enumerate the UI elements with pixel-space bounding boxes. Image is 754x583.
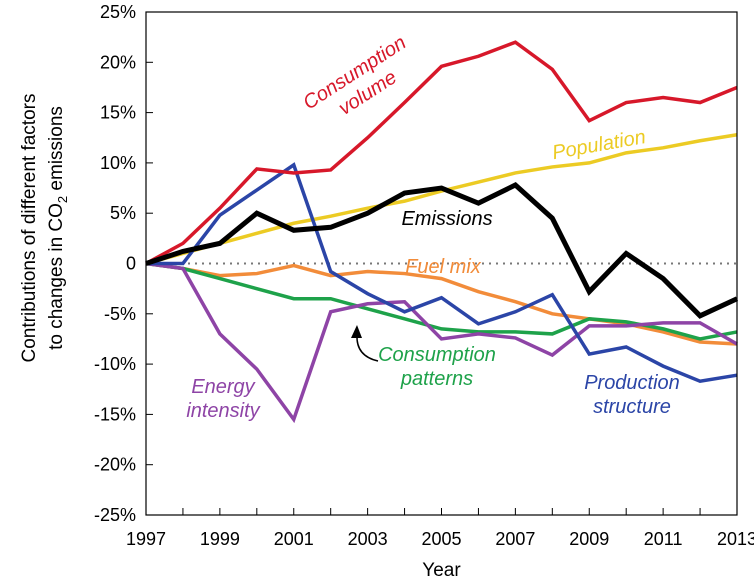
- series-labels: Consumptionvolume Population Emissions Fuel…: [186, 32, 680, 422]
- x-axis-title: Year: [422, 560, 461, 581]
- series-line-consumption-volume: [145, 40, 738, 266]
- series-label-energy-intensity: Energy intensity: [186, 376, 260, 422]
- callout-arrowhead: [351, 325, 362, 338]
- series-label-emissions: Emissions: [401, 208, 492, 230]
- y-tick-label: 20%: [100, 52, 136, 72]
- y-tick-label: 10%: [100, 153, 136, 173]
- y-axis-title-line-1: Contributions of different factors: [19, 94, 40, 363]
- y-tick-label: -10%: [94, 354, 136, 374]
- series-lines: [145, 40, 739, 424]
- y-tick-label: 25%: [100, 2, 136, 22]
- series-label-fuel-mix: Fuel mix: [405, 256, 482, 278]
- x-tick-label: 2005: [421, 529, 461, 549]
- x-tick-label: 1997: [126, 529, 166, 549]
- y-axis-title-line-2: to changes in CO2 emissions: [46, 106, 70, 350]
- series-label-production-structure: Production structure: [584, 372, 680, 418]
- series-label-consumption-patterns: Consumption patterns: [378, 344, 496, 390]
- y-tick-label: 15%: [100, 103, 136, 123]
- x-tick-label: 2003: [348, 529, 388, 549]
- series-label-population: Population: [551, 126, 648, 164]
- y-tick-label: -20%: [94, 455, 136, 475]
- series-line-population: [145, 133, 738, 266]
- x-tick-label: 2011: [644, 529, 683, 549]
- x-tick-label: 2007: [495, 529, 535, 549]
- x-tick-label: 2001: [274, 529, 314, 549]
- y-tick-label: 0: [126, 254, 136, 274]
- series-line-production-structure: [146, 162, 738, 384]
- x-axis-ticks: 1997 1999 2001 2003 2005 2007 2009 2011 2013: [126, 508, 754, 549]
- series-line-energy-intensity: [145, 261, 738, 424]
- y-tick-label: -25%: [94, 505, 136, 525]
- x-tick-label: 2009: [569, 529, 609, 549]
- y-axis-ticks: 25% 20% 15% 10% 5% 0 -5% -10% -15% -20% -25%: [94, 2, 153, 525]
- x-tick-label: 2013: [717, 529, 754, 549]
- callout-arrow-line: [356, 334, 379, 362]
- y-tick-label: -15%: [94, 404, 136, 424]
- y-tick-label: -5%: [104, 304, 136, 324]
- x-tick-label: 1999: [200, 529, 240, 549]
- series-label-consumption-volume: Consumptionvolume: [299, 32, 423, 135]
- consumption-patterns-callout: [351, 325, 379, 362]
- y-tick-label: 5%: [110, 203, 136, 223]
- y-axis-title: Contributions of different factors to ch…: [19, 94, 70, 363]
- series-line-emissions: [145, 182, 739, 319]
